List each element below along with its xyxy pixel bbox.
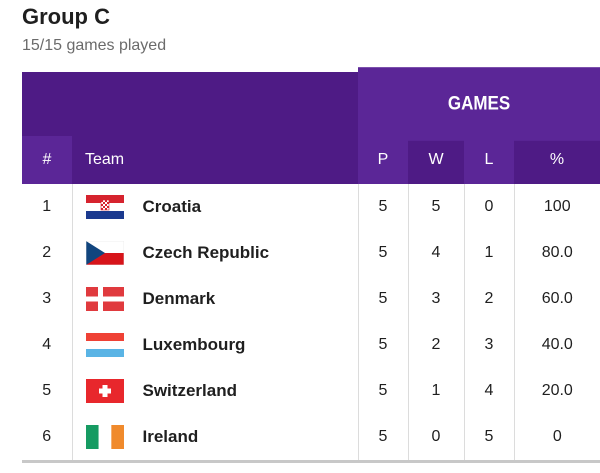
won-cell: 0 [407,414,464,463]
team-cell: Croatia [71,184,358,230]
table-row: 5 Switzerland 5 1 4 20.0 [22,368,600,414]
luxembourg-flag-icon [85,333,124,357]
pct-cell: 60.0 [513,276,600,322]
pct-cell: 20.0 [513,368,600,414]
played-cell: 5 [357,414,408,463]
team-cell: Ireland [71,414,358,463]
games-group-header: GAMES [358,67,600,141]
played-cell: 5 [357,184,408,230]
played-cell: 5 [357,322,408,368]
czech-flag-icon [85,240,124,266]
pct-cell: 40.0 [513,322,600,368]
column-header-team[interactable]: Team [72,136,358,184]
team-cell: Czech Republic [71,230,358,276]
won-cell: 5 [407,184,464,230]
lost-cell: 1 [463,230,514,276]
team-cell: Denmark [71,276,358,322]
rank-cell: 5 [42,382,52,399]
played-cell: 5 [357,368,408,414]
played-cell: 5 [357,230,408,276]
rank-cell: 3 [42,290,52,307]
team-name[interactable]: Switzerland [142,381,237,400]
rank-cell: 4 [42,336,52,353]
table-row: 2 Czech Republic 5 4 1 80. [22,230,600,276]
column-header-won[interactable]: W [408,136,464,184]
rank-cell: 2 [42,244,52,261]
column-header-pct[interactable]: % [514,136,600,184]
team-name[interactable]: Denmark [142,289,216,308]
lost-cell: 2 [463,276,514,322]
table-row: 4 Luxembourg 5 2 3 40.0 [22,322,600,368]
column-header-rank[interactable]: # [22,136,72,184]
games-played-status: 15/15 games played [22,37,167,54]
ireland-flag-icon [85,425,124,449]
team-name[interactable]: Ireland [142,427,199,446]
standings-table: GAMES # Team P W L % 1 [22,67,600,463]
team-name[interactable]: Croatia [142,197,202,216]
team-name[interactable]: Luxembourg [142,335,246,354]
pct-cell: 0 [513,414,600,463]
column-header-played[interactable]: P [358,136,408,184]
team-name[interactable]: Czech Republic [142,243,270,262]
group-title: Group C [22,4,110,29]
pct-cell: 80.0 [513,230,600,276]
pct-cell: 100 [513,184,600,230]
table-row: 6 Ireland 5 0 5 0 [22,414,600,463]
rank-cell: 6 [22,414,72,463]
table-row: 1 [22,184,600,230]
played-cell: 5 [357,276,408,322]
won-cell: 1 [407,368,464,414]
lost-cell: 4 [463,368,514,414]
won-cell: 2 [407,322,464,368]
lost-cell: 3 [463,322,514,368]
table-row: 3 Denmark 5 3 2 60.0 [22,276,600,322]
denmark-flag-icon [85,287,124,311]
lost-cell: 5 [463,414,514,463]
rank-cell: 1 [42,198,52,215]
croatia-flag-icon [85,195,124,219]
team-cell: Switzerland [71,368,358,414]
lost-cell: 0 [463,184,514,230]
column-header-lost[interactable]: L [464,136,514,184]
header-spacer [22,72,358,136]
switzerland-flag-icon [85,379,124,403]
won-cell: 4 [407,230,464,276]
won-cell: 3 [407,276,464,322]
team-cell: Luxembourg [71,322,358,368]
